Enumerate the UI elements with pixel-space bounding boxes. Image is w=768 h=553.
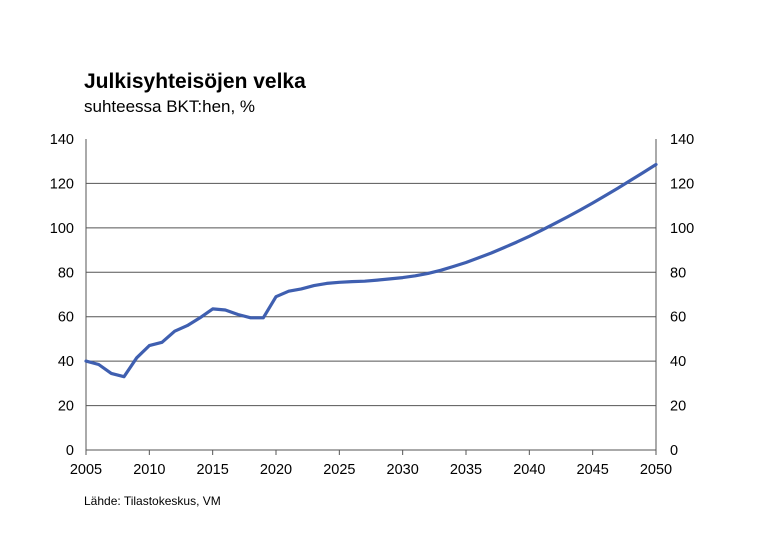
- y-tick-label-left: 80: [58, 265, 74, 281]
- y-tick-label-left: 0: [66, 443, 74, 459]
- x-axis: 2005 2010 2015 2020 2025 2030 2035 2040 2045 2050: [70, 450, 672, 478]
- data-point: [237, 313, 239, 315]
- data-point: [389, 278, 391, 280]
- axis-frame: [85, 139, 657, 451]
- data-point: [465, 261, 467, 263]
- data-point: [414, 275, 416, 277]
- data-point: [478, 257, 480, 259]
- data-point: [250, 317, 252, 319]
- y-tick-label-right: 20: [670, 399, 686, 415]
- y-tick-label-right: 80: [670, 265, 686, 281]
- x-tick-label: 2050: [640, 462, 672, 478]
- x-tick-label: 2020: [260, 462, 292, 478]
- data-point: [617, 187, 619, 189]
- data-point: [161, 341, 163, 343]
- data-point: [98, 363, 100, 365]
- series-line-debt-ratio: [84, 162, 658, 379]
- y-tick-label-left: 40: [58, 354, 74, 370]
- data-point: [503, 246, 505, 248]
- y-tick-label-left: 20: [58, 399, 74, 415]
- source-note: Lähde: Tilastokeskus, VM: [84, 494, 221, 508]
- x-tick-label: 2015: [197, 462, 229, 478]
- data-point: [136, 357, 138, 359]
- y-tick-label-right: 120: [670, 176, 694, 192]
- y-axis-left: 0 20 40 60 80 100 120 140: [50, 132, 74, 459]
- data-point: [364, 280, 366, 282]
- data-point: [516, 241, 518, 243]
- y-tick-label-right: 60: [670, 310, 686, 326]
- x-tick-label: 2030: [387, 462, 419, 478]
- x-tick-label: 2025: [323, 462, 355, 478]
- data-point: [288, 290, 290, 292]
- y-tick-label-right: 40: [670, 354, 686, 370]
- data-point: [440, 269, 442, 271]
- x-tick-label: 2005: [70, 462, 102, 478]
- y-tick-label-right: 0: [670, 443, 678, 459]
- data-point: [604, 194, 606, 196]
- data-point: [630, 179, 632, 181]
- data-point: [110, 372, 112, 374]
- data-point: [186, 324, 188, 326]
- data-point: [566, 216, 568, 218]
- y-tick-label-right: 140: [670, 132, 694, 148]
- data-point: [528, 235, 530, 237]
- data-point: [326, 282, 328, 284]
- data-point: [376, 279, 378, 281]
- data-point: [123, 376, 125, 378]
- data-point: [541, 229, 543, 231]
- y-tick-label-left: 120: [50, 176, 74, 192]
- data-point: [199, 317, 201, 319]
- x-tick-label: 2035: [450, 462, 482, 478]
- data-point: [579, 209, 581, 211]
- data-point: [275, 296, 277, 298]
- data-point: [174, 330, 176, 332]
- data-point: [212, 308, 214, 310]
- data-point: [313, 284, 315, 286]
- data-point: [655, 163, 657, 165]
- data-point: [85, 360, 87, 362]
- data-point: [452, 265, 454, 267]
- data-point: [427, 272, 429, 274]
- data-point: [224, 309, 226, 311]
- data-point: [148, 344, 150, 346]
- y-tick-label-left: 100: [50, 221, 74, 237]
- data-point: [402, 276, 404, 278]
- y-tick-label-right: 100: [670, 221, 694, 237]
- data-point: [262, 317, 264, 319]
- data-point: [642, 171, 644, 173]
- data-point: [338, 281, 340, 283]
- x-tick-label: 2045: [577, 462, 609, 478]
- series-group: [84, 162, 658, 379]
- data-point: [592, 202, 594, 204]
- data-point: [300, 288, 302, 290]
- gridlines: [86, 182, 656, 407]
- data-point: [554, 222, 556, 224]
- chart-subtitle: suhteessa BKT:hen, %: [84, 97, 256, 116]
- data-point: [490, 252, 492, 254]
- x-tick-label: 2040: [513, 462, 545, 478]
- y-axis-right: 0 20 40 60 80 100 120 140: [670, 132, 694, 459]
- y-tick-label-left: 140: [50, 132, 74, 148]
- data-point: [351, 280, 353, 282]
- chart-title: Julkisyhteisöjen velka: [84, 70, 306, 93]
- plot-frame: [85, 139, 657, 451]
- x-tick-label: 2010: [133, 462, 165, 478]
- y-tick-label-left: 60: [58, 310, 74, 326]
